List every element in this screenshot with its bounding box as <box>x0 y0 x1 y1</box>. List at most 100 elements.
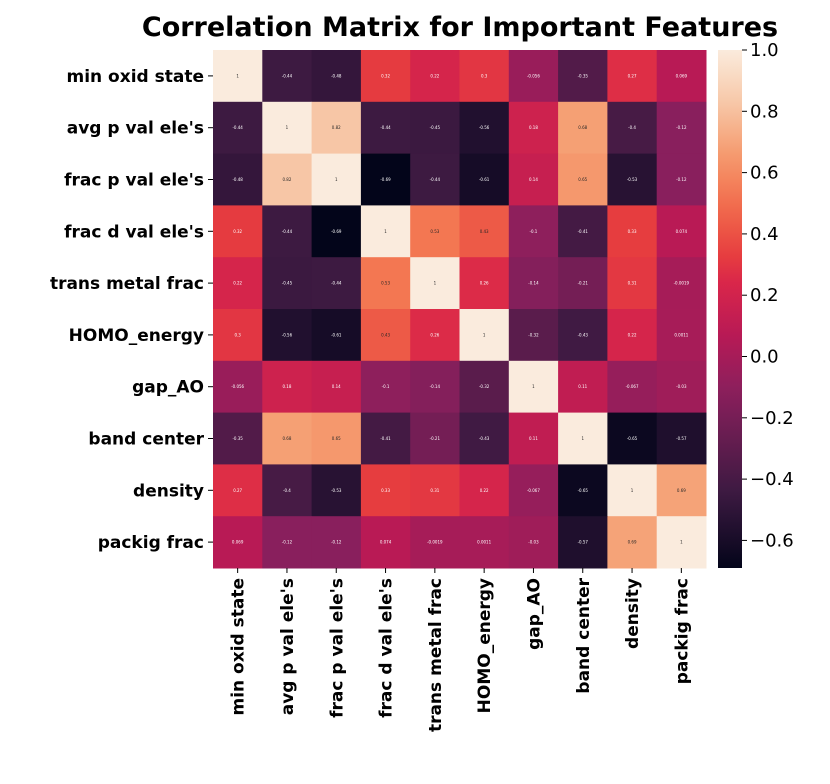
heatmap-cell <box>360 257 411 310</box>
heatmap-cell <box>311 50 362 103</box>
cell-annotation: 0.22 <box>480 488 489 493</box>
cell-annotation: -0.32 <box>479 384 490 389</box>
cell-annotation: 1 <box>286 125 289 130</box>
cell-annotation: -0.45 <box>430 125 441 130</box>
cell-annotation: -0.65 <box>578 488 589 493</box>
heatmap-cell <box>262 153 313 206</box>
cell-annotation: 0.18 <box>282 384 291 389</box>
cell-annotation: 0.3 <box>481 73 488 78</box>
colorbar-tick-label: 0.0 <box>750 347 779 368</box>
cell-annotation: -0.48 <box>331 73 342 78</box>
heatmap-cell <box>410 50 460 103</box>
heatmap-cell <box>459 257 510 310</box>
heatmap-cell <box>558 101 608 155</box>
cell-annotation: -0.61 <box>331 332 342 337</box>
row-label: avg p val ele's <box>67 119 204 139</box>
cell-annotation: 0.27 <box>233 488 242 493</box>
cell-annotation: -0.14 <box>528 281 539 286</box>
heatmap-cell <box>656 205 707 258</box>
row-label: frac p val ele's <box>64 171 204 191</box>
heatmap-cell <box>262 516 313 569</box>
cell-annotation: -0.12 <box>676 125 687 130</box>
row-label: density <box>133 481 204 501</box>
heatmap-cell <box>459 205 510 258</box>
cell-annotation: 1 <box>631 488 634 493</box>
heatmap-cell <box>262 257 313 310</box>
row-label: frac d val ele's <box>64 222 204 242</box>
cell-annotation: 0.11 <box>529 436 538 441</box>
cell-annotation: 1 <box>434 281 437 286</box>
heatmap-cell <box>607 516 658 569</box>
cell-annotation: -0.41 <box>578 229 589 234</box>
heatmap-cell <box>459 309 510 362</box>
heatmap-cell <box>656 257 707 310</box>
cell-annotation: -0.12 <box>331 540 342 545</box>
heatmap-cell <box>410 101 460 155</box>
heatmap-cell <box>558 516 608 569</box>
cell-annotation: 0.65 <box>332 436 341 441</box>
cell-annotation: -0.53 <box>627 177 638 182</box>
colorbar-tick-label: 0.4 <box>750 224 779 245</box>
cell-annotation: 1 <box>384 229 387 234</box>
chart-title: Correlation Matrix for Important Feature… <box>142 12 778 43</box>
cell-annotation: -0.1 <box>382 384 390 389</box>
cell-annotation: 0.43 <box>480 229 489 234</box>
cell-annotation: 1 <box>680 540 683 545</box>
heatmap-cell <box>360 153 411 206</box>
colorbar-tick-label: −0.6 <box>750 530 794 551</box>
heatmap-cell <box>410 464 460 517</box>
heatmap-cell <box>360 464 411 517</box>
cell-annotation: 0.33 <box>381 488 390 493</box>
heatmap-cell <box>558 360 608 414</box>
heatmap-cell <box>410 205 460 258</box>
heatmap-cell <box>360 309 411 362</box>
cell-annotation: -0.44 <box>331 281 342 286</box>
cell-annotation: -0.067 <box>527 488 540 493</box>
heatmap-cell <box>262 464 313 517</box>
heatmap-cell <box>311 464 362 517</box>
cell-annotation: -0.12 <box>282 540 293 545</box>
cell-annotation: 0.68 <box>578 125 587 130</box>
colorbar <box>718 50 742 568</box>
heatmap-cell <box>656 464 707 517</box>
heatmap-cell <box>459 101 510 155</box>
cell-annotation: -0.03 <box>676 384 687 389</box>
heatmap-cell <box>607 360 658 414</box>
column-label: band center <box>574 577 594 693</box>
cell-annotation: -0.4 <box>283 488 291 493</box>
heatmap-cell <box>656 50 707 103</box>
heatmap-cell <box>508 50 559 103</box>
cell-annotation: 0.53 <box>430 229 439 234</box>
cell-annotation: 0.26 <box>480 281 489 286</box>
cell-annotation: 0.22 <box>430 73 439 78</box>
cell-annotation: -0.44 <box>430 177 441 182</box>
heatmap-cell <box>262 101 313 155</box>
heatmap-cell <box>656 101 707 155</box>
cell-annotation: 0.26 <box>430 332 439 337</box>
row-label: HOMO_energy <box>69 326 204 346</box>
cell-annotation: 0.69 <box>677 488 686 493</box>
cell-annotation: -0.067 <box>626 384 639 389</box>
heatmap-cell <box>607 464 658 517</box>
heatmap-cell <box>656 360 707 414</box>
heatmap-cell <box>311 101 362 155</box>
colorbar-tick-label: 0.8 <box>750 101 779 122</box>
heatmap-cell <box>607 412 658 465</box>
cell-annotation: 0.32 <box>233 229 242 234</box>
column-label: frac d val ele's <box>377 578 397 718</box>
row-label: packig frac <box>98 533 204 553</box>
heatmap-cell <box>508 101 559 155</box>
heatmap-cell <box>508 464 559 517</box>
cell-annotation: -0.4 <box>628 125 636 130</box>
heatmap-cell <box>410 309 460 362</box>
heatmap-cell <box>656 153 707 206</box>
cell-annotation: 0.53 <box>381 281 390 286</box>
heatmap-cell <box>410 257 460 310</box>
heatmap-cell <box>558 153 608 206</box>
heatmap-cell <box>558 412 608 465</box>
heatmap-cell <box>410 412 460 465</box>
heatmap-cell <box>213 360 263 414</box>
heatmap-cell <box>508 412 559 465</box>
cell-annotation: -0.44 <box>232 125 243 130</box>
cell-annotation: -0.14 <box>430 384 441 389</box>
